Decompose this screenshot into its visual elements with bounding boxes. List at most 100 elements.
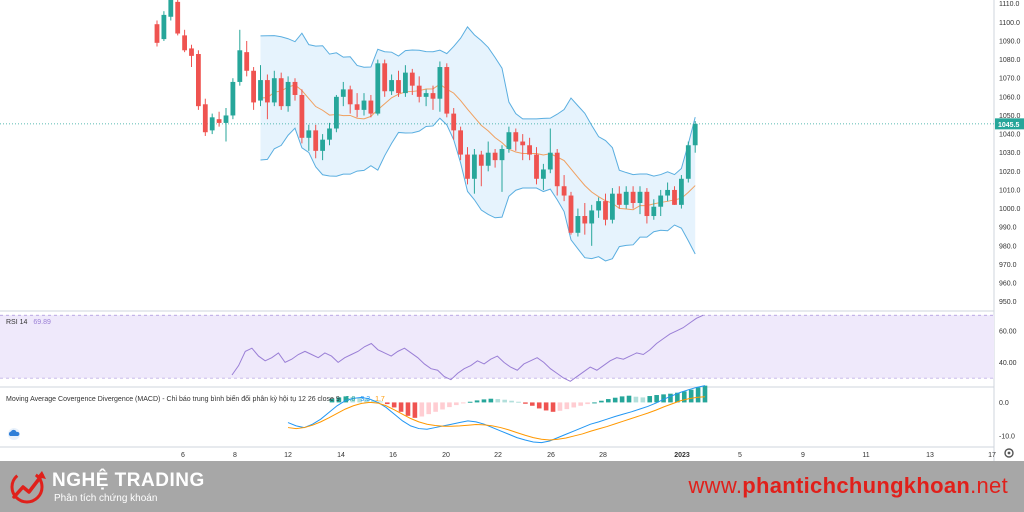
time-tick-label: 11 — [862, 452, 869, 459]
price-tick-label: 960.0 — [999, 281, 1017, 288]
price-tick-label: 1050.0 — [999, 113, 1021, 120]
price-tick-label: 990.0 — [999, 225, 1017, 232]
macd-histogram-bar — [495, 399, 501, 403]
macd-histogram-bar — [640, 397, 646, 403]
macd-title: Moving Average Covergence Divergence (MA… — [6, 394, 385, 403]
cloud-icon[interactable] — [8, 428, 20, 440]
candle — [623, 186, 629, 209]
website-link[interactable]: www.phantichchungkhoan.net — [688, 473, 1008, 499]
time-tick-label: 20 — [442, 452, 450, 459]
candle — [644, 188, 650, 224]
candle — [582, 202, 588, 235]
candle — [216, 111, 222, 127]
candle — [547, 128, 553, 174]
macd-histogram-bar — [681, 391, 687, 403]
macd-histogram-bar — [605, 399, 611, 403]
moving-average-line — [260, 83, 696, 211]
candle — [354, 93, 360, 118]
price-tick-label: 1100.0 — [999, 20, 1020, 27]
price-tick-label: 1090.0 — [999, 38, 1021, 45]
rsi-band — [0, 315, 994, 379]
candle — [306, 124, 312, 151]
time-tick-label: 2023 — [674, 452, 690, 459]
candle — [389, 74, 394, 95]
candle — [340, 81, 346, 107]
macd-histogram-bar — [585, 402, 590, 405]
brand-subtitle: Phân tích chứng khoán — [54, 493, 158, 504]
macd-histogram-bar — [633, 396, 639, 403]
macd-histogram-bar — [523, 402, 528, 404]
macd-tick-label: 0.0 — [999, 400, 1009, 407]
bollinger-upper — [260, 26, 696, 177]
candle — [651, 199, 657, 220]
candle — [596, 197, 601, 218]
macd-histogram-bar — [516, 401, 521, 403]
macd-histogram-bar — [371, 400, 376, 403]
macd-tick-label: -10.0 — [999, 433, 1015, 440]
price-tick-label: 1040.0 — [999, 132, 1021, 139]
macd-histogram-bar — [695, 387, 701, 403]
candle — [472, 148, 477, 194]
macd-histogram-bar — [336, 397, 342, 403]
candle — [196, 50, 201, 110]
candle — [313, 124, 319, 159]
candle — [230, 78, 236, 120]
macd-histogram-bar — [675, 392, 680, 403]
candle — [423, 89, 429, 107]
candle — [534, 147, 539, 185]
candle — [368, 94, 374, 118]
macd-pane: 0.0 -10.0 — [287, 385, 1015, 444]
macd-histogram-bar — [599, 400, 604, 403]
candle — [361, 93, 367, 116]
candle — [168, 0, 174, 21]
candle — [223, 108, 229, 142]
gear-icon[interactable] — [1004, 448, 1014, 458]
macd-histogram-bar — [447, 402, 452, 408]
candle — [513, 128, 519, 151]
macd-signal-value: 1.7 — [375, 396, 385, 403]
time-tick-label: 17 — [988, 452, 996, 459]
time-tick-label: 6 — [181, 452, 185, 459]
time-tick-label: 16 — [389, 452, 397, 459]
macd-histogram-bar — [543, 402, 549, 411]
candle — [258, 65, 263, 107]
macd-histogram-bar — [412, 402, 418, 418]
candle — [285, 76, 291, 112]
price-tick-label: 1070.0 — [999, 76, 1021, 83]
candle — [658, 189, 664, 217]
candle — [375, 59, 381, 116]
macd-title-text: Moving Average Covergence Divergence (MA… — [6, 394, 340, 403]
candle — [685, 141, 691, 183]
time-tick-label: 8 — [233, 452, 237, 459]
price-tick-label: 950.0 — [999, 299, 1017, 306]
candle — [320, 134, 325, 161]
macd-histogram-bar — [488, 398, 494, 403]
candle — [506, 126, 512, 153]
macd-histogram-bar — [454, 402, 459, 406]
macd-histogram-bar — [364, 399, 369, 403]
candle — [465, 147, 470, 185]
candle — [499, 145, 505, 192]
rsi-value: 69.89 — [33, 319, 51, 326]
macd-histogram-bar — [350, 397, 356, 403]
candle — [492, 148, 498, 168]
candle — [430, 85, 436, 110]
price-tick-label: 1110.0 — [999, 1, 1019, 8]
candle — [692, 121, 698, 153]
macd-histogram-bar — [688, 389, 694, 403]
macd-line-value: 3.3 — [360, 396, 370, 403]
macd-histogram-bar — [619, 396, 625, 403]
candle — [637, 186, 643, 215]
candle — [189, 44, 194, 68]
time-axis: 6 8 12 14 16 20 22 26 28 2023 5 9 11 13 17 — [181, 452, 996, 459]
candle — [292, 78, 298, 101]
time-tick-label: 26 — [547, 452, 555, 459]
candle — [251, 67, 256, 110]
candle — [244, 40, 250, 77]
candle — [561, 175, 567, 202]
candle — [382, 59, 388, 97]
macd-histogram-bar — [668, 393, 673, 403]
macd-histogram-bar — [592, 402, 597, 404]
brand-name: NGHỆ TRADING — [52, 470, 205, 491]
candle — [396, 70, 401, 97]
